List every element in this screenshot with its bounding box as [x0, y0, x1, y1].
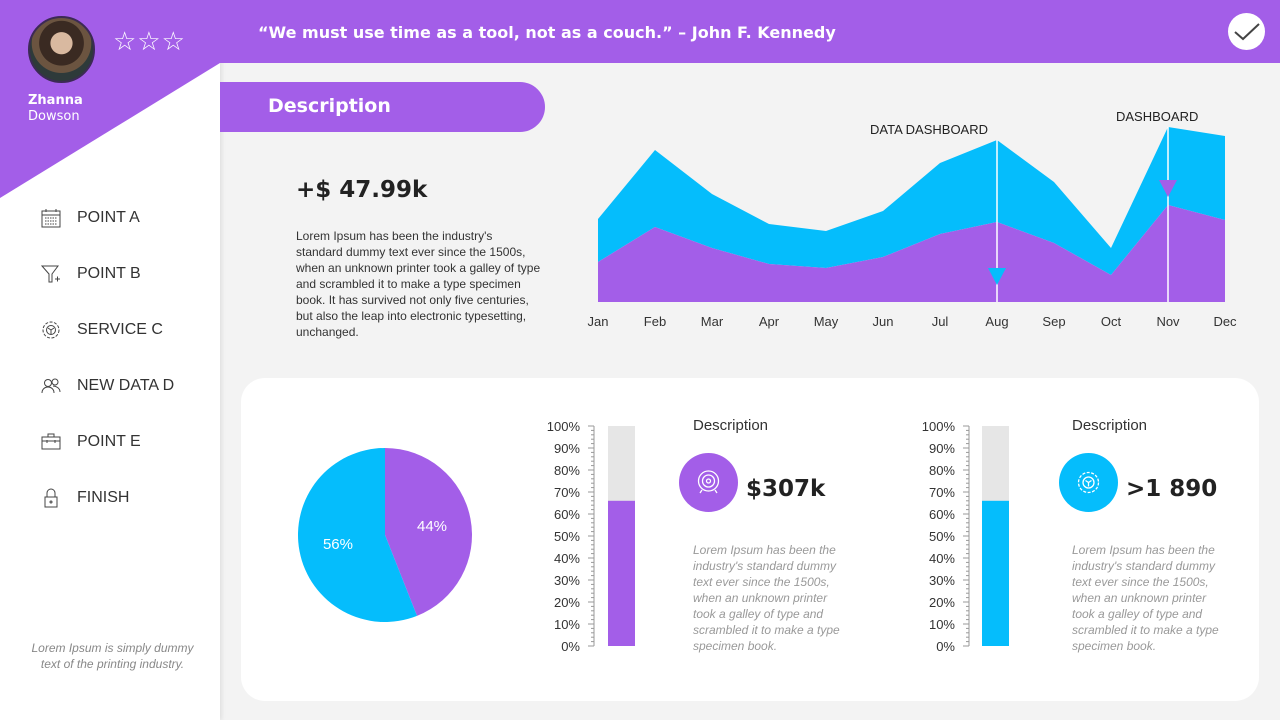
kpi-2-value: >1 890 — [1126, 476, 1218, 502]
target-icon — [697, 470, 720, 494]
y-tick-label: 50% — [554, 529, 580, 544]
annotation-marker — [988, 268, 1006, 285]
x-tick-label: Apr — [759, 314, 780, 329]
sidebar-item-label: SERVICE C — [77, 321, 163, 338]
y-tick-label: 90% — [929, 441, 955, 456]
checkmark-icon — [1234, 23, 1260, 41]
y-tick-label: 80% — [554, 463, 580, 478]
sidebar-item-label: POINT E — [77, 433, 141, 450]
x-tick-label: Dec — [1213, 314, 1237, 329]
area-series-2 — [598, 127, 1225, 275]
sidebar-item-label: NEW DATA D — [77, 377, 175, 394]
x-tick-label: Mar — [701, 314, 724, 329]
y-tick-label: 30% — [554, 573, 580, 588]
x-tick-label: May — [814, 314, 839, 329]
section-title: Description — [220, 82, 545, 132]
y-tick-label: 60% — [554, 507, 580, 522]
sidebar-item-finish[interactable]: FINISH — [40, 470, 174, 526]
user-first-name: Zhanna — [28, 93, 83, 108]
header-quote: “We must use time as a tool, not as a co… — [258, 23, 836, 42]
toolbox-icon — [41, 433, 61, 450]
y-tick-label: 100% — [922, 419, 956, 434]
y-tick-label: 20% — [554, 595, 580, 610]
kpi-1-value: $307k — [746, 476, 826, 502]
area-series-1 — [598, 205, 1225, 302]
section-text: Lorem Ipsum has been the industry's stan… — [296, 229, 541, 339]
sidebar-item-new-data-d[interactable]: NEW DATA D — [40, 358, 174, 414]
y-tick-label: 0% — [936, 639, 955, 654]
x-tick-label: Feb — [644, 314, 666, 329]
sidebar-item-service-c[interactable]: SERVICE C — [40, 302, 174, 358]
y-tick-label: 100% — [547, 419, 581, 434]
y-tick-label: 70% — [929, 485, 955, 500]
sidebar: ☆☆☆ Zhanna Dowson POINT A POINT B SERVIC… — [0, 0, 220, 720]
steering-icon — [1077, 471, 1100, 494]
kpi-1-text: Lorem Ipsum has been the industry's stan… — [693, 543, 840, 653]
pie-slice — [297, 448, 418, 623]
user-last-name: Dowson — [28, 109, 80, 124]
avatar — [28, 16, 95, 83]
kpi-2-title: Description — [1072, 417, 1148, 434]
y-tick-label: 10% — [929, 617, 955, 632]
pie-label: 44% — [417, 518, 447, 535]
pie-slice — [385, 448, 472, 616]
x-tick-label: Jun — [873, 314, 894, 329]
checkmark-button[interactable] — [1228, 13, 1265, 50]
annotation-label: DASHBOARD — [1116, 109, 1198, 124]
x-tick-label: Sep — [1042, 314, 1065, 329]
y-tick-label: 50% — [929, 529, 955, 544]
bar-fill — [982, 500, 1009, 646]
y-tick-label: 0% — [561, 639, 580, 654]
y-tick-label: 40% — [929, 551, 955, 566]
annotation-label: DATA DASHBOARD — [870, 122, 988, 137]
sidebar-item-label: FINISH — [77, 489, 130, 506]
y-tick-label: 30% — [929, 573, 955, 588]
y-tick-label: 90% — [554, 441, 580, 456]
x-tick-label: Jul — [932, 314, 949, 329]
calendar-icon — [41, 209, 61, 228]
pie-label: 56% — [323, 536, 353, 553]
sidebar-item-label: POINT A — [77, 209, 140, 226]
sidebar-item-point-b[interactable]: POINT B — [40, 246, 174, 302]
y-tick-label: 80% — [929, 463, 955, 478]
funnel-icon — [40, 265, 60, 283]
rating-stars: ☆☆☆ — [113, 26, 186, 56]
kpi-1-title: Description — [693, 417, 769, 434]
kpi-2-text: Lorem Ipsum has been the industry's stan… — [1072, 543, 1219, 653]
y-tick-label: 20% — [929, 595, 955, 610]
gear-icon — [42, 321, 60, 339]
section-value: +$ 47.99k — [296, 177, 428, 203]
x-tick-label: Nov — [1156, 314, 1180, 329]
kpi-1-badge — [679, 453, 738, 512]
x-tick-label: Aug — [985, 314, 1008, 329]
lock-icon — [44, 488, 58, 508]
kpi-2-badge — [1059, 453, 1118, 512]
y-tick-label: 10% — [554, 617, 580, 632]
x-tick-label: Jan — [588, 314, 609, 329]
sidebar-item-label: POINT B — [77, 265, 141, 282]
annotation-marker — [1159, 180, 1177, 197]
bar-fill — [608, 500, 635, 646]
sidebar-nav: POINT A POINT B SERVICE C NEW DATA D POI… — [40, 190, 174, 526]
header-bar: “We must use time as a tool, not as a co… — [220, 0, 1280, 63]
y-tick-label: 40% — [554, 551, 580, 566]
sidebar-item-point-e[interactable]: POINT E — [40, 414, 174, 470]
y-tick-label: 60% — [929, 507, 955, 522]
sidebar-item-point-a[interactable]: POINT A — [40, 190, 174, 246]
x-tick-label: Oct — [1101, 314, 1122, 329]
users-icon — [41, 378, 61, 394]
y-tick-label: 70% — [554, 485, 580, 500]
sidebar-footer-text: Lorem Ipsum is simply dummy text of the … — [31, 641, 194, 671]
